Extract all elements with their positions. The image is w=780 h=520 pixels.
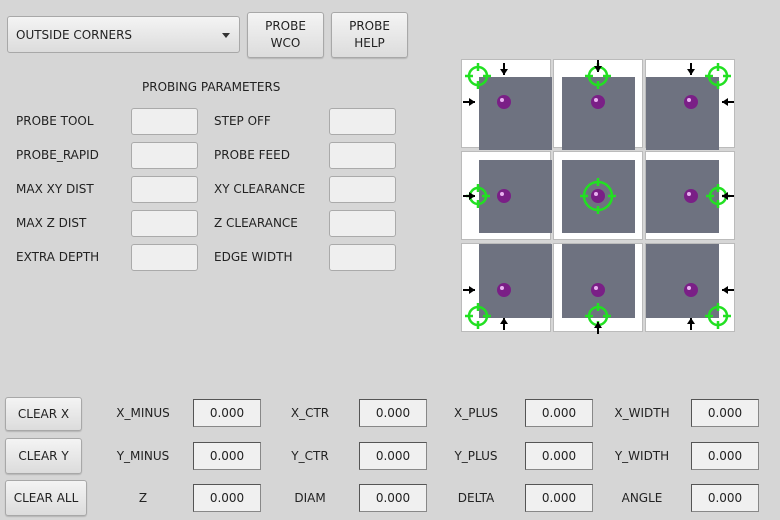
- chevron-down-icon: [222, 33, 230, 38]
- z-clearance-input[interactable]: [329, 210, 396, 237]
- stock-block: [479, 77, 552, 150]
- x-plus-field[interactable]: 0.000: [525, 399, 593, 427]
- xy-clearance-input[interactable]: [329, 176, 396, 203]
- x-minus-label: X_MINUS: [116, 406, 170, 420]
- z-value: 0.000: [209, 491, 245, 505]
- edge-width-input[interactable]: [329, 244, 396, 271]
- y-plus-value: 0.000: [541, 449, 577, 463]
- x-width-value: 0.000: [707, 406, 743, 420]
- stock-block: [562, 244, 635, 318]
- diam-field[interactable]: 0.000: [359, 484, 427, 512]
- x-ctr-field[interactable]: 0.000: [359, 399, 427, 427]
- probe-center-button[interactable]: [553, 151, 643, 240]
- clear-all-button[interactable]: CLEAR ALL: [5, 480, 87, 516]
- x-width-field[interactable]: 0.000: [691, 399, 759, 427]
- delta-field[interactable]: 0.000: [525, 484, 593, 512]
- stock-block: [479, 160, 552, 233]
- y-plus-label: Y_PLUS: [454, 449, 498, 463]
- max-z-dist-input[interactable]: [131, 210, 198, 237]
- clear-y-label: CLEAR Y: [18, 448, 69, 463]
- probe-mode-select[interactable]: OUTSIDE CORNERS: [7, 16, 240, 53]
- y-width-field[interactable]: 0.000: [691, 442, 759, 470]
- y-minus-value: 0.000: [209, 449, 245, 463]
- extra-depth-label: EXTRA DEPTH: [16, 250, 100, 264]
- probe-mode-value: OUTSIDE CORNERS: [16, 27, 133, 42]
- probe-wco-label-1: PROBE: [265, 19, 306, 33]
- stock-block: [646, 160, 719, 233]
- z-clearance-label: Z CLEARANCE: [214, 216, 298, 230]
- probe-right-edge-button[interactable]: [645, 151, 735, 240]
- probe-wco-button[interactable]: PROBE WCO: [247, 12, 324, 58]
- probe-left-edge-button[interactable]: [461, 151, 552, 240]
- stock-block: [562, 77, 635, 150]
- probe-tool-input[interactable]: [131, 108, 198, 135]
- y-width-value: 0.000: [707, 449, 743, 463]
- stock-block: [646, 77, 719, 150]
- diam-label: DIAM: [294, 491, 326, 505]
- probe-wco-label-2: WCO: [270, 36, 301, 50]
- probe-position-grid: [455, 50, 745, 340]
- clear-y-button[interactable]: CLEAR Y: [5, 438, 82, 474]
- x-plus-value: 0.000: [541, 406, 577, 420]
- probe-help-label-2: HELP: [354, 36, 385, 50]
- probe-tool-label: PROBE TOOL: [16, 114, 94, 128]
- max-xy-dist-label: MAX XY DIST: [16, 182, 94, 196]
- x-ctr-label: X_CTR: [290, 406, 330, 420]
- extra-depth-input[interactable]: [131, 244, 198, 271]
- diam-value: 0.000: [375, 491, 411, 505]
- step-off-label: STEP OFF: [214, 114, 271, 128]
- y-plus-field[interactable]: 0.000: [525, 442, 593, 470]
- max-z-dist-label: MAX Z DIST: [16, 216, 87, 230]
- probe-bottom-edge-button[interactable]: [553, 243, 643, 332]
- x-plus-label: X_PLUS: [454, 406, 498, 420]
- probe-bottom-left-corner-button[interactable]: [461, 243, 552, 332]
- probe-rapid-input[interactable]: [131, 142, 198, 169]
- probe-bottom-right-corner-button[interactable]: [645, 243, 735, 332]
- z-field[interactable]: 0.000: [193, 484, 261, 512]
- probe-top-left-corner-button[interactable]: [461, 59, 552, 150]
- x-minus-value: 0.000: [209, 406, 245, 420]
- stock-block: [646, 244, 719, 318]
- probe-help-button[interactable]: PROBE HELP: [331, 12, 408, 58]
- probe-feed-input[interactable]: [329, 142, 396, 169]
- angle-label: ANGLE: [621, 491, 663, 505]
- stock-block: [479, 244, 552, 318]
- y-ctr-label: Y_CTR: [291, 449, 329, 463]
- x-width-label: X_WIDTH: [614, 406, 670, 420]
- probe-top-right-corner-button[interactable]: [645, 59, 735, 150]
- delta-label: DELTA: [457, 491, 495, 505]
- probe-feed-label: PROBE FEED: [214, 148, 290, 162]
- angle-field[interactable]: 0.000: [691, 484, 759, 512]
- y-ctr-value: 0.000: [375, 449, 411, 463]
- y-minus-field[interactable]: 0.000: [193, 442, 261, 470]
- x-minus-field[interactable]: 0.000: [193, 399, 261, 427]
- edge-width-label: EDGE WIDTH: [214, 250, 293, 264]
- xy-clearance-label: XY CLEARANCE: [214, 182, 306, 196]
- step-off-input[interactable]: [329, 108, 396, 135]
- probe-rapid-label: PROBE_RAPID: [16, 148, 99, 162]
- z-label: Z: [138, 491, 148, 505]
- probing-parameters-title: PROBING PARAMETERS: [142, 80, 281, 94]
- angle-value: 0.000: [707, 491, 743, 505]
- y-ctr-field[interactable]: 0.000: [359, 442, 427, 470]
- probe-help-label-1: PROBE: [349, 19, 390, 33]
- y-minus-label: Y_MINUS: [116, 449, 170, 463]
- clear-all-label: CLEAR ALL: [13, 490, 79, 505]
- max-xy-dist-input[interactable]: [131, 176, 198, 203]
- clear-x-label: CLEAR X: [17, 406, 70, 421]
- delta-value: 0.000: [541, 491, 577, 505]
- probe-top-edge-button[interactable]: [553, 59, 643, 150]
- stock-block: [562, 160, 635, 233]
- x-ctr-value: 0.000: [375, 406, 411, 420]
- y-width-label: Y_WIDTH: [614, 449, 670, 463]
- clear-x-button[interactable]: CLEAR X: [5, 397, 82, 431]
